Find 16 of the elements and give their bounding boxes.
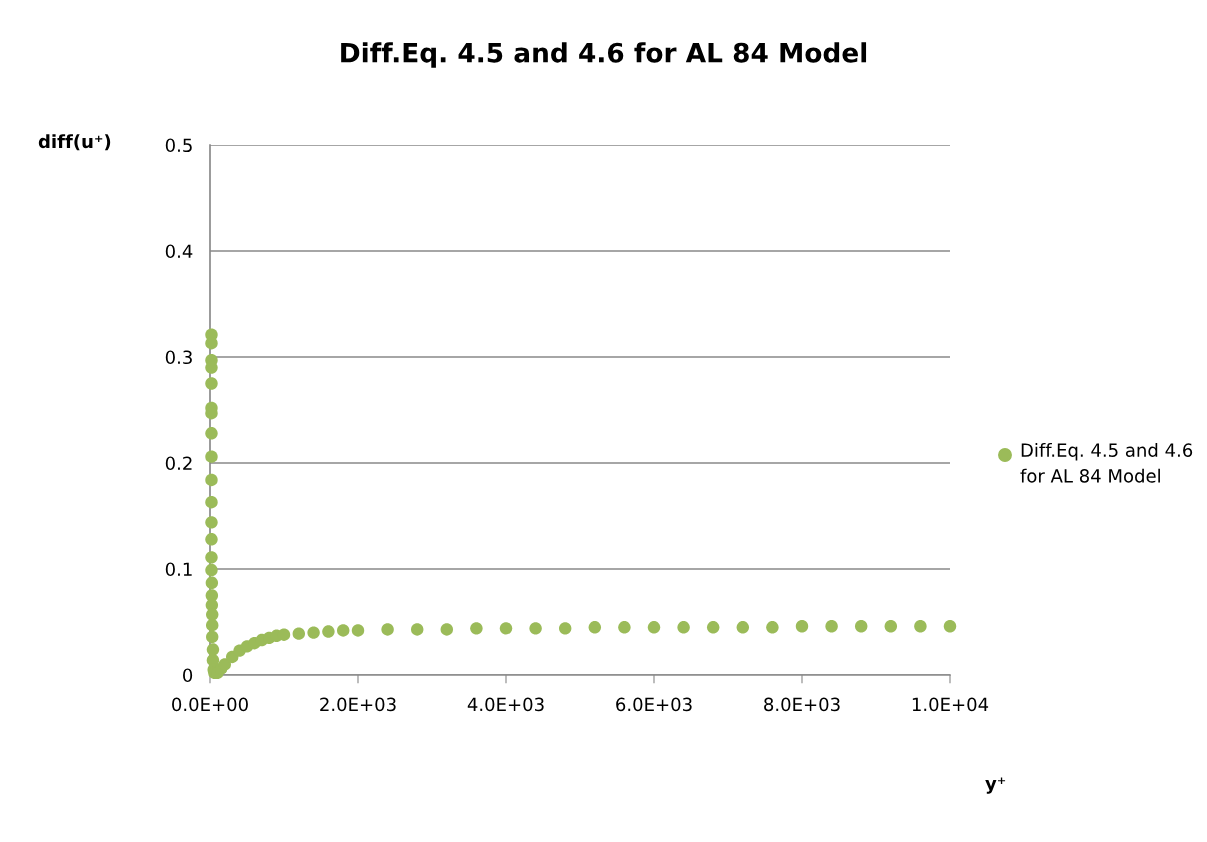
x-tick-label: 6.0E+03 bbox=[616, 697, 692, 712]
x-axis-title: y⁺ bbox=[985, 777, 1006, 794]
y-axis-title: diff(u⁺) bbox=[38, 134, 111, 151]
x-tick-label: 4.0E+03 bbox=[467, 697, 544, 712]
y-tick-label: 0 bbox=[183, 668, 193, 683]
x-tick-label: 1.0E+04 bbox=[912, 697, 989, 712]
chart-title: Diff.Eq. 4.5 and 4.6 for AL 84 Model bbox=[341, 42, 867, 68]
x-tick-label: 0.0E+00 bbox=[172, 697, 248, 712]
y-tick-label: 0.5 bbox=[165, 138, 192, 153]
legend-label: Diff.Eq. 4.5 and 4.6 for AL 84 Model bbox=[1020, 443, 1193, 483]
y-tick-label: 0.2 bbox=[165, 456, 192, 471]
x-tick-label: 2.0E+03 bbox=[320, 697, 396, 712]
y-tick-label: 0.3 bbox=[165, 350, 192, 365]
y-tick-label: 0.1 bbox=[165, 562, 192, 577]
x-tick-label: 8.0E+03 bbox=[764, 697, 840, 712]
y-tick-label: 0.4 bbox=[165, 244, 193, 259]
